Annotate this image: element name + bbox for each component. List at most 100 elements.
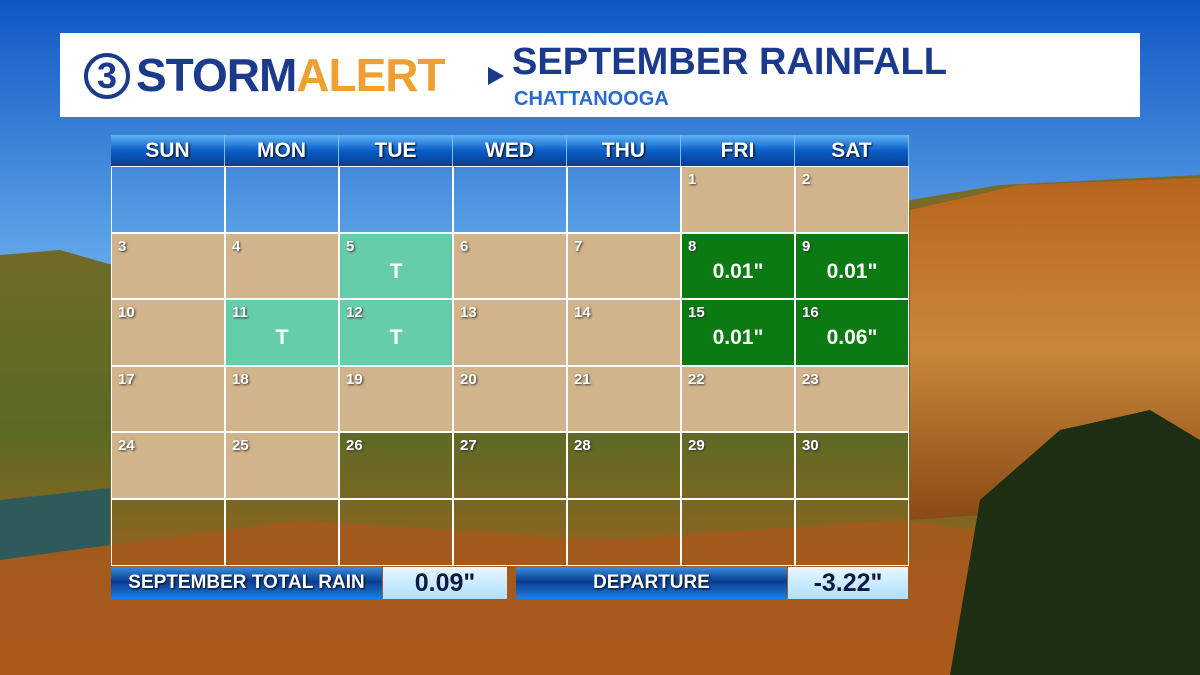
day-cell: 26: [339, 432, 453, 499]
day-cell: 30: [795, 432, 909, 499]
day-cell: [795, 499, 909, 566]
day-number: 24: [118, 437, 135, 455]
header-panel: 3 STORMALERT SEPTEMBER RAINFALL CHATTANO…: [60, 33, 1140, 117]
departure-label: DEPARTURE: [516, 567, 787, 599]
day-cell: 28: [567, 432, 681, 499]
day-cell: 1: [681, 166, 795, 233]
day-number: 14: [574, 304, 591, 322]
day-number: 5: [346, 237, 355, 255]
day-cell: 13: [453, 299, 567, 366]
rain-amount: T: [389, 259, 403, 283]
day-number: 29: [688, 437, 705, 455]
day-number: 26: [346, 437, 363, 455]
day-cell: 3: [111, 232, 225, 300]
day-cell: 10: [111, 299, 225, 366]
day-cell: 16 0.06": [795, 299, 909, 366]
day-cell: [225, 499, 339, 566]
day-cell: 24: [111, 432, 225, 499]
day-cell: 20: [453, 365, 567, 433]
day-cell: [453, 166, 567, 233]
weekday-header: WED: [453, 135, 567, 166]
rain-amount: T: [275, 326, 289, 350]
day-number: 3: [118, 237, 127, 255]
day-cell: 21: [567, 365, 681, 433]
day-cell: [681, 499, 795, 566]
logo-alert: ALERT: [296, 49, 445, 101]
day-number: 22: [688, 370, 705, 388]
day-number: 1: [688, 171, 697, 188]
day-cell: 27: [453, 432, 567, 499]
weekday-header: FRI: [681, 135, 795, 166]
rain-amount: T: [389, 326, 403, 350]
day-cell: [567, 499, 681, 566]
subtitle: CHATTANOOGA: [514, 88, 669, 110]
day-number: 12: [346, 304, 363, 322]
day-number: 8: [688, 237, 697, 255]
day-cell: [111, 499, 225, 566]
day-cell: 17: [111, 365, 225, 433]
day-cell: [339, 166, 453, 233]
day-cell: [111, 166, 225, 233]
logo-text: STORMALERT: [136, 47, 446, 103]
day-number: 6: [460, 237, 469, 255]
day-number: 4: [232, 237, 241, 255]
rain-amount: 0.01": [826, 259, 878, 283]
day-number: 23: [802, 370, 819, 388]
day-cell: 12 T: [339, 299, 453, 366]
day-cell: 25: [225, 432, 339, 499]
day-cell: 8 0.01": [681, 232, 795, 300]
total-value: 0.09": [383, 567, 507, 599]
day-cell: 14: [567, 299, 681, 366]
day-cell: 9 0.01": [795, 232, 909, 300]
day-cell: 18: [225, 365, 339, 433]
day-number: 10: [118, 304, 135, 322]
day-cell: 19: [339, 365, 453, 433]
day-number: 18: [232, 370, 249, 388]
arrow-icon: [488, 67, 504, 85]
title: SEPTEMBER RAINFALL: [512, 41, 947, 83]
day-number: 2: [802, 171, 811, 188]
weekday-header: SAT: [795, 135, 909, 166]
day-number: 28: [574, 437, 591, 455]
day-number: 21: [574, 370, 591, 388]
weekday-header: MON: [225, 135, 339, 166]
day-number: 30: [802, 437, 819, 455]
day-cell: [339, 499, 453, 566]
day-cell: [225, 166, 339, 233]
day-cell: [567, 166, 681, 233]
day-cell: [453, 499, 567, 566]
day-number: 27: [460, 437, 477, 455]
rain-amount: 0.01": [712, 259, 764, 283]
rain-amount: 0.06": [826, 326, 878, 350]
calendar: SUN MON TUE WED THU FRI SAT 1 2 3 4 5 T 6 7 8 0.01" 9 0.01…: [111, 135, 909, 566]
day-cell: 29: [681, 432, 795, 499]
day-number: 19: [346, 370, 363, 388]
total-label: SEPTEMBER TOTAL RAIN: [111, 567, 382, 599]
day-number: 9: [802, 237, 811, 255]
day-cell: 6: [453, 232, 567, 300]
day-number: 17: [118, 370, 135, 388]
day-number: 15: [688, 304, 705, 322]
departure-value: -3.22": [788, 567, 908, 599]
day-number: 7: [574, 237, 583, 255]
day-number: 16: [802, 304, 819, 322]
rain-amount: 0.01": [712, 326, 764, 350]
day-cell: 7: [567, 232, 681, 300]
logo-number: 3: [84, 53, 130, 99]
weekday-header: TUE: [339, 135, 453, 166]
day-number: 20: [460, 370, 477, 388]
day-cell: 4: [225, 232, 339, 300]
day-number: 13: [460, 304, 477, 322]
day-number: 25: [232, 437, 249, 455]
day-cell: 15 0.01": [681, 299, 795, 366]
day-cell: 2: [795, 166, 909, 233]
day-cell: 22: [681, 365, 795, 433]
day-number: 11: [232, 304, 248, 322]
day-cell: 23: [795, 365, 909, 433]
weekday-header: THU: [567, 135, 681, 166]
day-cell: 11 T: [225, 299, 339, 366]
logo-storm: STORM: [136, 49, 297, 101]
weekday-header: SUN: [111, 135, 225, 166]
